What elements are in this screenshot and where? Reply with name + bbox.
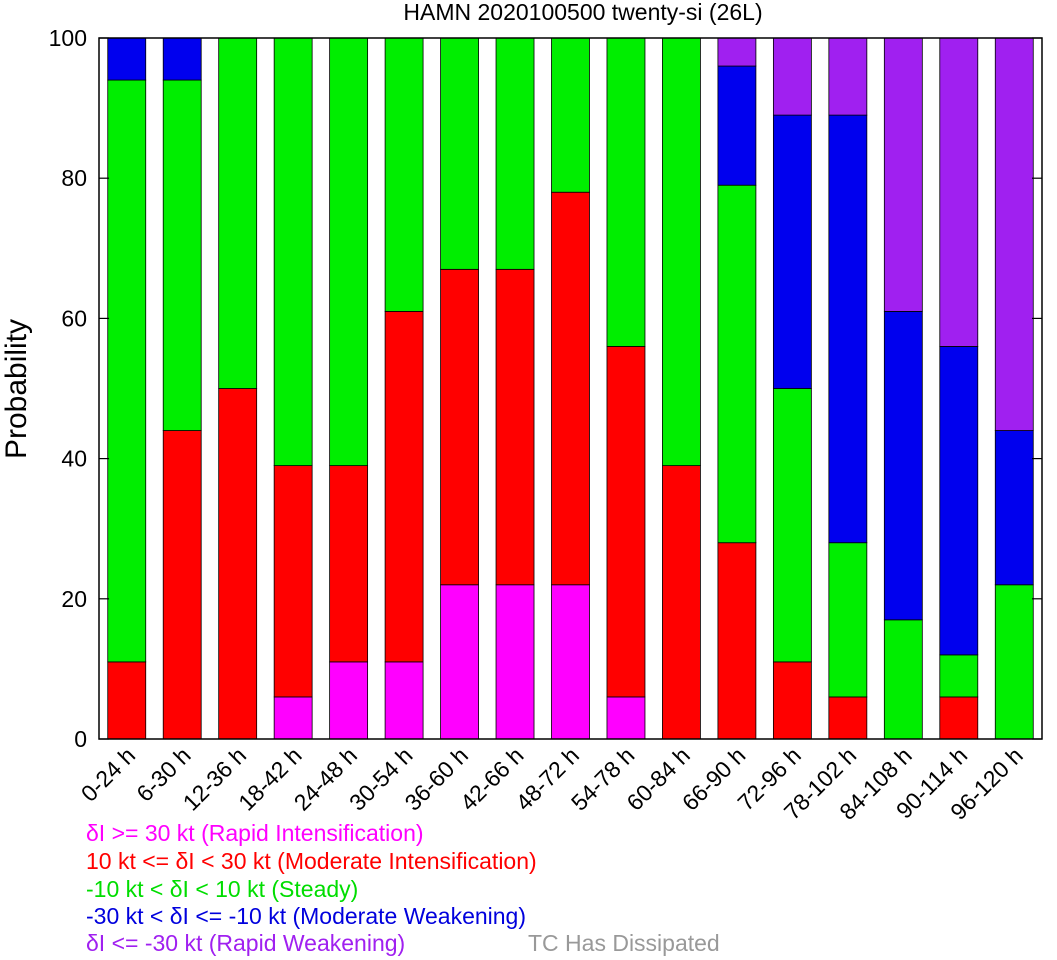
bar-segment-30-54h-s0 [384, 661, 424, 740]
bar-segment-90-114h-s3 [939, 346, 979, 656]
bar-segment-30-54h-s2 [384, 37, 424, 312]
bar-segment-90-114h-s4 [939, 37, 979, 347]
bar-segment-54-78h-s0 [606, 696, 646, 740]
bar-segment-60-84h-s1 [662, 465, 701, 740]
bar-segment-18-42h-s2 [273, 37, 313, 467]
bar-segment-78-102h-s3 [828, 114, 868, 544]
legend-moderate-intensification: 10 kt <= δI < 30 kt (Moderate Intensific… [86, 848, 537, 874]
bar-segment-72-96h-s1 [772, 661, 812, 740]
bar-segment-72-96h-s4 [772, 37, 812, 116]
bar-segment-30-54h-s1 [384, 310, 424, 663]
bar-segment-84-108h-s4 [883, 37, 923, 312]
bar-segment-96-120h-s3 [994, 430, 1034, 586]
bar-segment-0-24h-s2 [107, 79, 147, 663]
bar-segment-42-66h-s2 [495, 37, 535, 270]
bar-segment-36-60h-s1 [440, 268, 479, 586]
y-tick-label: 80 [61, 165, 87, 191]
legend-rapid-weakening: δI <= -30 kt (Rapid Weakening) [86, 930, 406, 956]
legend-rapid-intensification: δI >= 30 kt (Rapid Intensification) [86, 820, 424, 846]
y-tick-label: 60 [61, 305, 87, 331]
bar-segment-24-48h-s1 [329, 465, 369, 663]
bar-segment-84-108h-s3 [883, 310, 923, 621]
bar-segment-60-84h-s2 [662, 37, 701, 467]
bar-segment-48-72h-s2 [551, 37, 590, 193]
legend-steady: -10 kt < δI < 10 kt (Steady) [86, 876, 359, 902]
bar-segment-54-78h-s1 [606, 346, 646, 698]
bar-segment-48-72h-s0 [551, 584, 590, 740]
bar-segment-12-36h-s1 [218, 388, 258, 740]
y-tick-label: 20 [61, 586, 87, 612]
bar-segment-0-24h-s3 [107, 37, 147, 81]
bar-segment-42-66h-s0 [495, 584, 535, 740]
bar-segment-24-48h-s0 [329, 661, 369, 740]
y-axis-label: Probability [0, 319, 33, 459]
bar-segment-90-114h-s2 [939, 654, 979, 698]
bar-segment-48-72h-s1 [551, 191, 590, 586]
bar-segment-66-90h-s1 [717, 542, 757, 740]
bar-segment-6-30h-s1 [162, 430, 202, 740]
bar-segment-42-66h-s1 [495, 268, 535, 586]
bar-segment-54-78h-s2 [606, 37, 646, 347]
y-tick-label: 0 [74, 726, 87, 752]
plot-frame [98, 37, 1043, 740]
bars-layer [107, 37, 1034, 740]
bar-segment-36-60h-s2 [440, 37, 479, 270]
bar-segment-78-102h-s4 [828, 37, 868, 116]
bar-segment-18-42h-s0 [273, 696, 313, 740]
bar-segment-36-60h-s0 [440, 584, 479, 740]
bar-segment-96-120h-s4 [994, 37, 1034, 431]
y-tick-label: 40 [61, 446, 87, 472]
bar-segment-78-102h-s1 [828, 696, 868, 740]
bar-segment-12-36h-s2 [218, 37, 258, 389]
bar-segment-84-108h-s2 [883, 619, 923, 740]
chart-title: HAMN 2020100500 twenty-si (26L) [403, 0, 762, 25]
legend-tc-dissipated: TC Has Dissipated [528, 930, 720, 956]
bar-segment-66-90h-s2 [717, 184, 757, 544]
bar-segment-72-96h-s2 [772, 388, 812, 663]
bar-segment-6-30h-s3 [162, 37, 202, 81]
legend-moderate-weakening: -30 kt < δI <= -10 kt (Moderate Weakenin… [86, 903, 527, 929]
bar-segment-24-48h-s2 [329, 37, 369, 467]
bar-segment-6-30h-s2 [162, 79, 202, 431]
y-tick-label: 100 [49, 25, 87, 51]
bar-segment-66-90h-s3 [717, 65, 757, 186]
bar-segment-78-102h-s2 [828, 542, 868, 698]
bar-segment-90-114h-s1 [939, 696, 979, 740]
bar-segment-18-42h-s1 [273, 465, 313, 698]
bar-segment-66-90h-s4 [717, 37, 757, 67]
bar-segment-72-96h-s3 [772, 114, 812, 389]
bar-segment-0-24h-s1 [107, 661, 147, 740]
bar-segment-96-120h-s2 [994, 584, 1034, 740]
